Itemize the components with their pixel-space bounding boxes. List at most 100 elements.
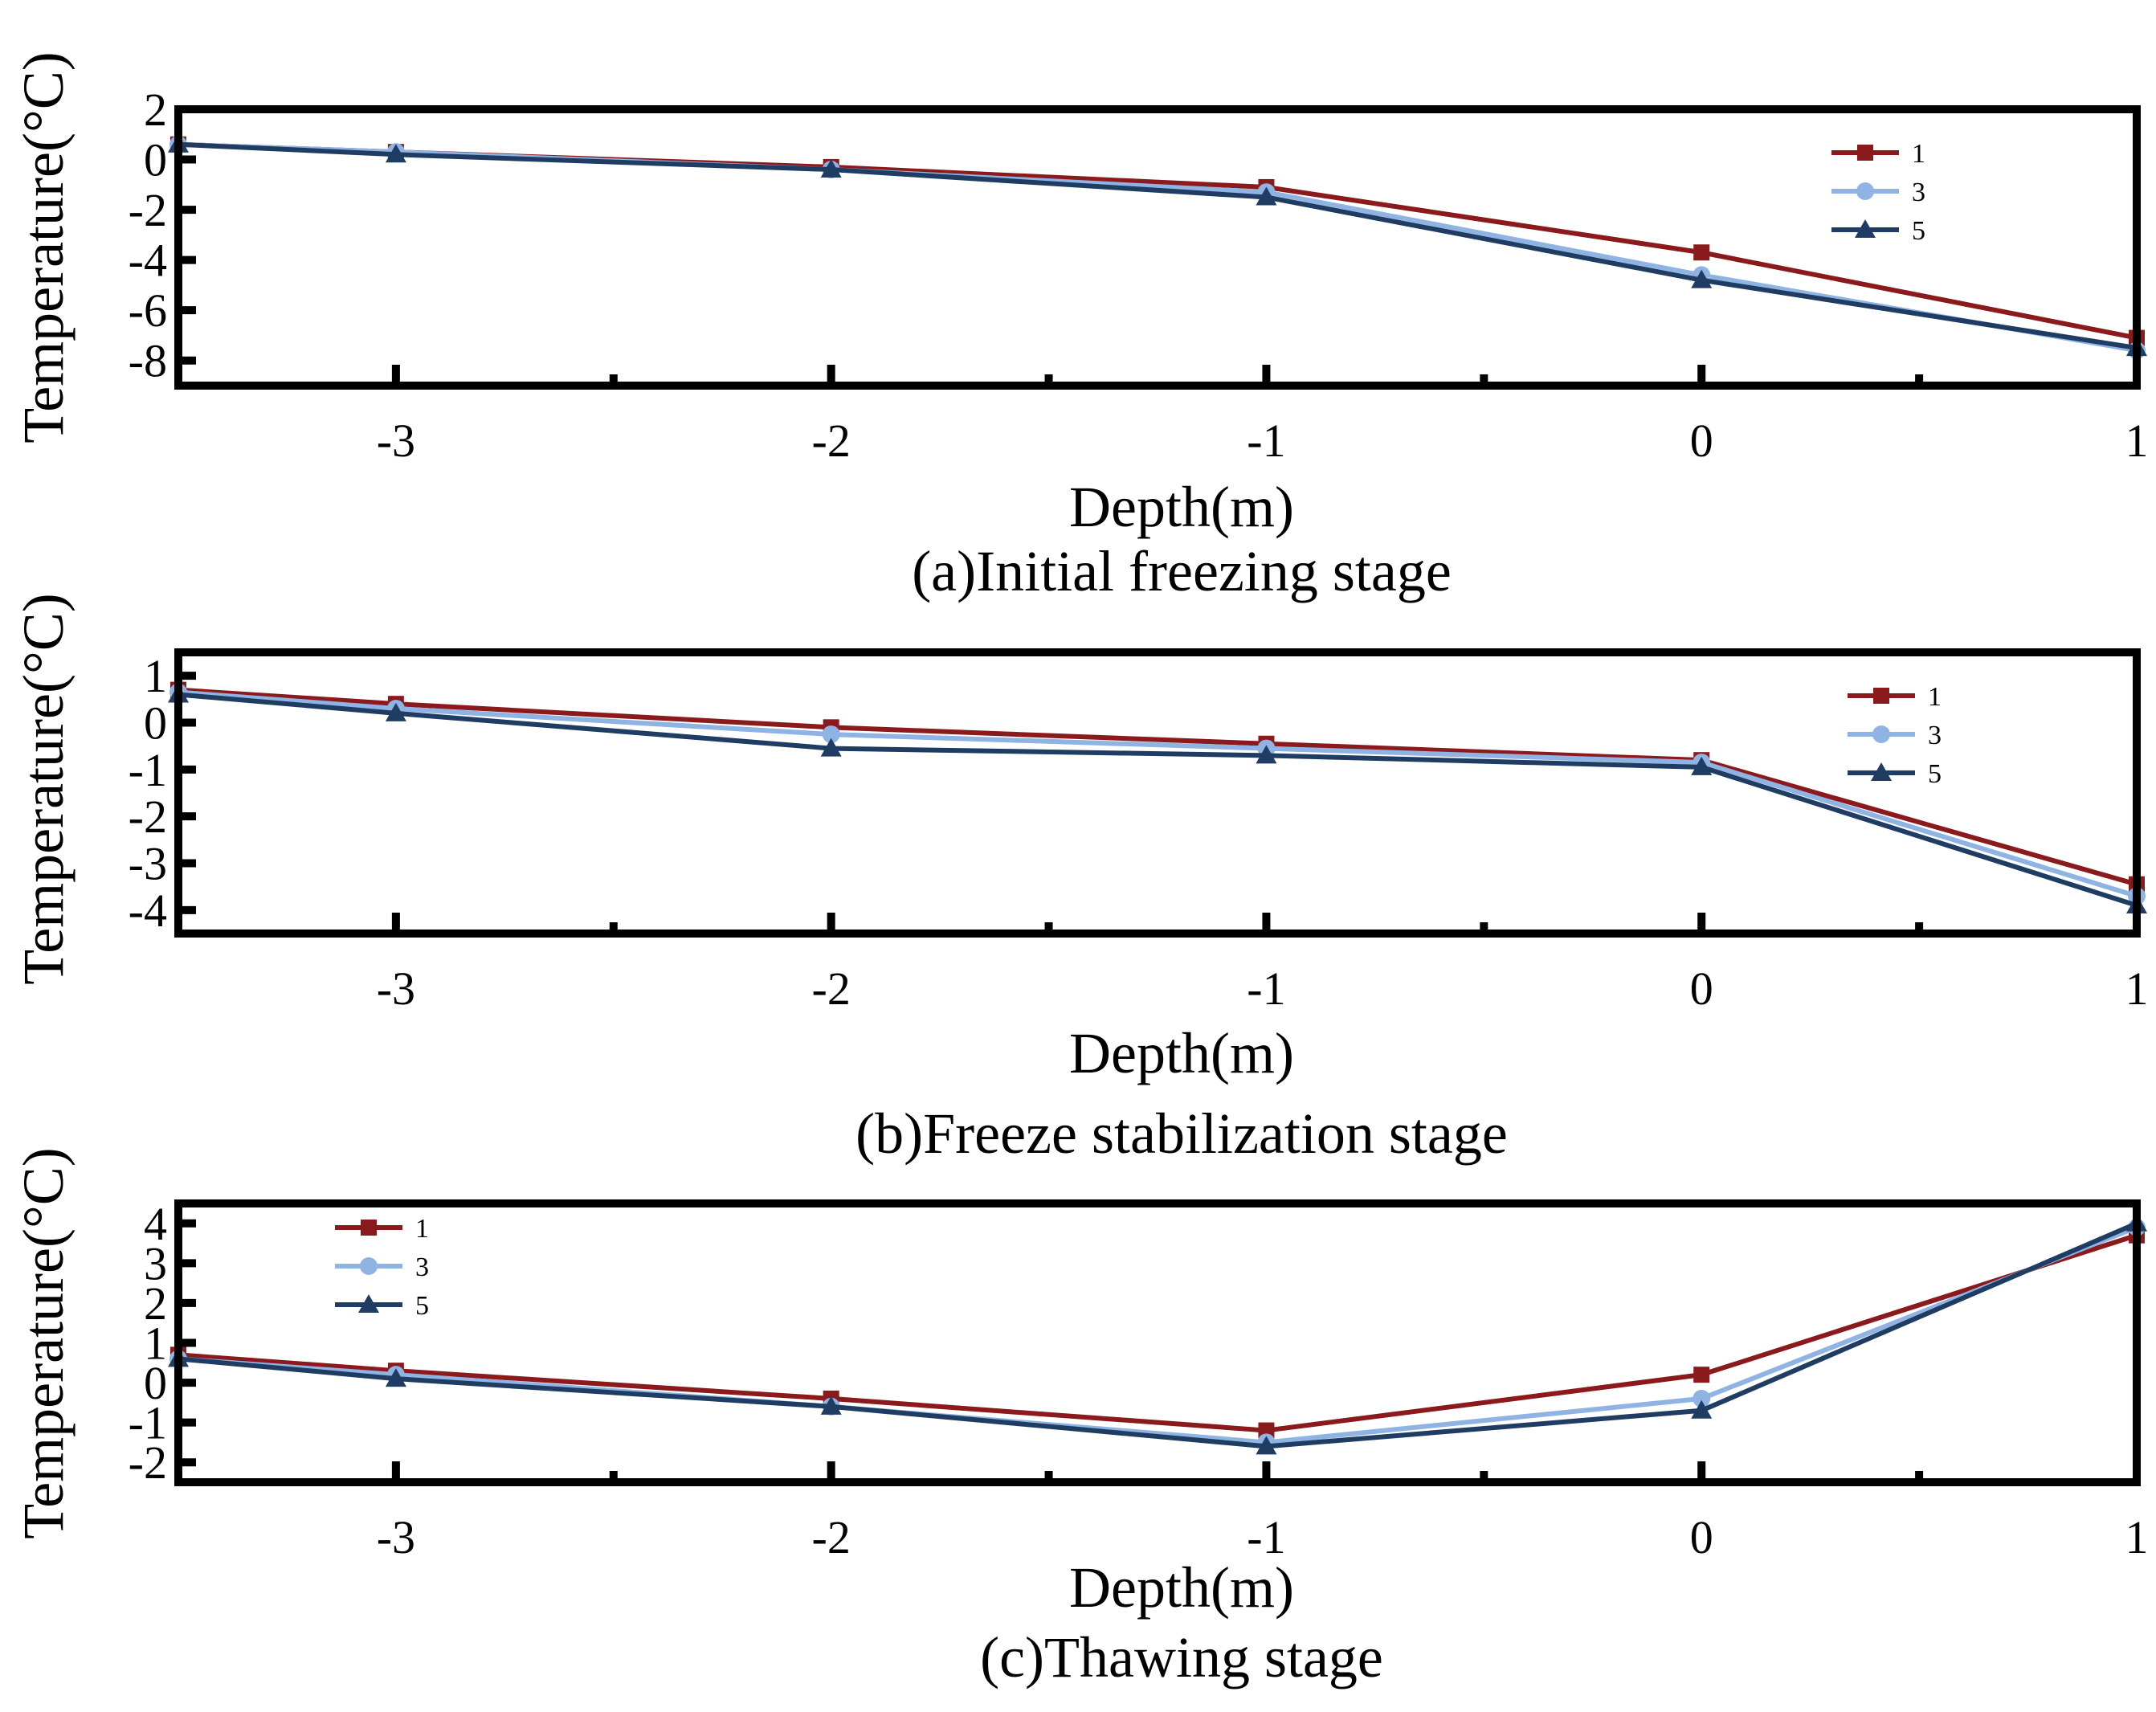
series-line-1 <box>178 141 2138 341</box>
legend-marker-5 <box>1871 762 1892 781</box>
x-axis-title: Depth(m) <box>1069 1021 1294 1085</box>
legend-marker-1 <box>1873 688 1889 704</box>
y-axis-title: Temperature(°C) <box>11 593 76 985</box>
legend: 1 3 5 <box>1848 682 1942 789</box>
y-tick-label: 0 <box>144 697 167 750</box>
series-line-5 <box>178 692 2138 908</box>
data-point <box>822 725 840 744</box>
y-tick-label: -4 <box>129 235 167 287</box>
y-tick-label: -2 <box>129 184 167 236</box>
data-point <box>820 1395 842 1415</box>
x-axis-title: Depth(m) <box>1069 475 1294 539</box>
data-point <box>820 159 842 178</box>
y-tick-label: -6 <box>129 284 167 337</box>
y-tick-label: 0 <box>144 134 167 186</box>
series-line-1 <box>178 687 2138 887</box>
x-axis-title: Depth(m) <box>1069 1555 1294 1620</box>
series-3 <box>169 135 2146 360</box>
legend-marker-3 <box>1872 725 1890 743</box>
legend: 1 3 5 <box>335 1214 429 1321</box>
series-line-3 <box>178 689 2138 899</box>
series-line-3 <box>178 141 2138 353</box>
panel-caption: (c)Thawing stage <box>980 1625 1383 1690</box>
legend-label-5: 5 <box>1912 216 1925 246</box>
chart-panel-2: 10-1-2-3-4-3 -2 -1 0 1Temperature(°C)Depth(m… <box>11 593 2149 1166</box>
plot-frame <box>174 648 2141 938</box>
y-tick-label: 2 <box>144 84 167 136</box>
legend-label-5: 5 <box>1928 759 1942 789</box>
x-tick-label: 0 <box>1690 1511 1713 1563</box>
y-tick-label: -4 <box>129 885 167 937</box>
x-tick-label: -1 <box>1247 962 1285 1015</box>
x-tick-label: -2 <box>812 1511 851 1563</box>
x-tick-label: 1 <box>2125 962 2149 1015</box>
data-point <box>1256 745 1277 764</box>
panel-caption: (a)Initial freezing stage <box>912 539 1452 603</box>
legend-marker-3 <box>360 1257 378 1275</box>
x-tick-label: -1 <box>1247 415 1285 467</box>
data-point <box>1256 186 1277 206</box>
x-tick-label: -3 <box>377 962 415 1015</box>
x-tick-label: -1 <box>1247 1511 1285 1563</box>
y-tick-label: 1 <box>144 1318 167 1370</box>
data-point <box>1691 1399 1713 1419</box>
x-tick-label: 0 <box>1690 415 1713 467</box>
y-tick-label: 4 <box>144 1198 167 1250</box>
y-tick-label: -8 <box>129 335 167 387</box>
series-5 <box>168 133 2147 357</box>
x-tick-label: 0 <box>1690 962 1713 1015</box>
y-tick-label: 2 <box>144 1277 167 1330</box>
legend-marker-1 <box>361 1220 377 1236</box>
panel-caption: (b)Freeze stabilization stage <box>855 1101 1508 1166</box>
series-3 <box>169 1218 2146 1452</box>
series-1 <box>170 1227 2145 1439</box>
data-point <box>1691 269 1713 288</box>
data-point <box>1693 1367 1710 1383</box>
x-tick-label: -3 <box>377 1511 415 1563</box>
y-tick-label: 1 <box>144 650 167 702</box>
x-tick-label: -2 <box>812 962 851 1015</box>
x-tick-label: -2 <box>812 415 851 467</box>
x-tick-label: -3 <box>377 415 415 467</box>
data-point <box>385 702 406 721</box>
series-line-3 <box>178 1224 2138 1445</box>
chart-panel-1: 20-2-4-6-8-3 -2 -1 0 1Temperature(°C)Depth(m… <box>11 51 2149 603</box>
y-axis-title: Temperature(°C) <box>11 51 76 443</box>
series-5 <box>168 684 2147 913</box>
y-tick-label: 3 <box>144 1237 167 1289</box>
y-tick-label: -1 <box>129 744 167 796</box>
y-tick-label: -1 <box>129 1397 167 1449</box>
series-5 <box>168 1212 2147 1455</box>
x-tick-label: 1 <box>2125 415 2149 467</box>
legend-marker-3 <box>1856 182 1874 200</box>
data-point <box>385 144 406 163</box>
series-line-1 <box>178 1232 2138 1433</box>
y-axis-title: Temperature(°C) <box>11 1147 76 1539</box>
x-tick-label: 1 <box>2125 1511 2149 1563</box>
legend-label-1: 1 <box>1912 139 1925 169</box>
legend: 1 3 5 <box>1831 139 1925 246</box>
legend-label-1: 1 <box>415 1214 429 1244</box>
legend-label-3: 3 <box>415 1252 429 1282</box>
data-point <box>385 1368 406 1387</box>
legend-label-1: 1 <box>1928 682 1942 712</box>
legend-marker-1 <box>1857 145 1873 161</box>
y-tick-label: 0 <box>144 1357 167 1409</box>
series-1 <box>170 136 2145 346</box>
data-point <box>1256 1436 1277 1455</box>
legend-label-3: 3 <box>1912 178 1925 207</box>
series-line-5 <box>178 1221 2138 1449</box>
y-tick-label: -2 <box>129 791 167 843</box>
y-tick-label: -2 <box>129 1436 167 1489</box>
series-line-5 <box>178 141 2138 351</box>
data-point <box>1693 244 1710 261</box>
legend-label-5: 5 <box>415 1291 429 1321</box>
legend-label-3: 3 <box>1928 721 1942 750</box>
legend-marker-5 <box>358 1294 379 1313</box>
plot-frame <box>174 105 2141 390</box>
legend-marker-5 <box>1855 219 1876 238</box>
y-tick-label: -3 <box>129 838 167 890</box>
data-point <box>1258 1422 1275 1439</box>
